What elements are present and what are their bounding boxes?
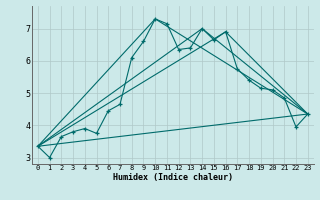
X-axis label: Humidex (Indice chaleur): Humidex (Indice chaleur) [113,173,233,182]
